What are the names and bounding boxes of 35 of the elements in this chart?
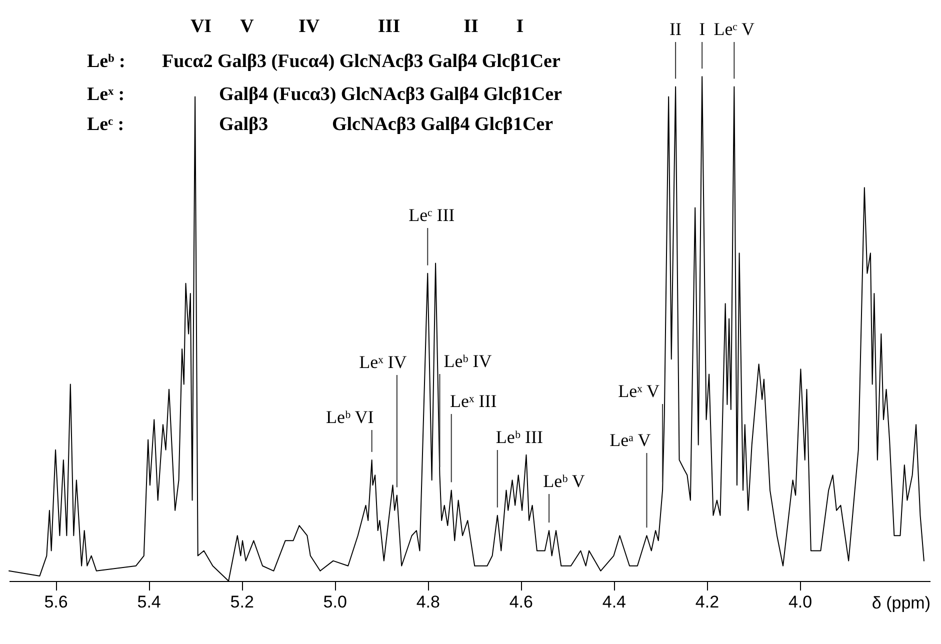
annotation: Leᵇ V (543, 471, 585, 491)
annotation: Leˣ III (450, 391, 497, 411)
annotation: Leᶜ : (87, 114, 124, 135)
annotation: I (699, 19, 706, 39)
annotation: GlcNAcβ3 Galβ4 Glcβ1Cer (332, 114, 554, 135)
x-tick-label: 4.0 (788, 592, 812, 612)
annotation: Galβ3 (219, 114, 268, 135)
text: Leᵇ : (87, 51, 126, 72)
x-tick-label: 4.6 (509, 592, 533, 612)
x-tick-label: 4.4 (602, 592, 626, 612)
annotation: Leᶜ V (714, 19, 755, 39)
x-tick-label: 5.0 (323, 592, 347, 612)
annotation: Galβ4 (Fucα3) GlcNAcβ3 Galβ4 Glcβ1Cer (219, 84, 563, 105)
x-tick-label: 4.8 (416, 592, 440, 612)
annotation: Leˣ IV (359, 352, 407, 372)
annotation: II (670, 19, 682, 39)
text: III (378, 16, 400, 37)
annotation: Leˣ : (87, 84, 125, 105)
text: IV (298, 16, 320, 37)
x-tick-label: 4.2 (695, 592, 720, 612)
x-tick-label: 5.6 (44, 592, 68, 612)
text: II (464, 16, 478, 37)
annotation: Leᵇ IV (444, 351, 492, 371)
annotation: Leᵃ V (610, 430, 651, 450)
annotation: Leˣ V (618, 381, 660, 401)
annotation: Leᵇ VI (326, 407, 374, 427)
x-tick-label: 5.4 (137, 592, 161, 612)
x-tick-label: 5.2 (230, 592, 254, 612)
text: VI (190, 16, 212, 37)
annotation: Leᶜ III (408, 205, 455, 225)
text: Fucα2 Galβ3 (Fucα4) GlcNAcβ3 Galβ4 Glcβ1Cer (162, 51, 561, 72)
text: I (516, 16, 524, 37)
text: V (240, 16, 254, 37)
annotation: Leᵇ III (496, 427, 543, 447)
x-axis-title: δ (ppm) (872, 594, 930, 612)
